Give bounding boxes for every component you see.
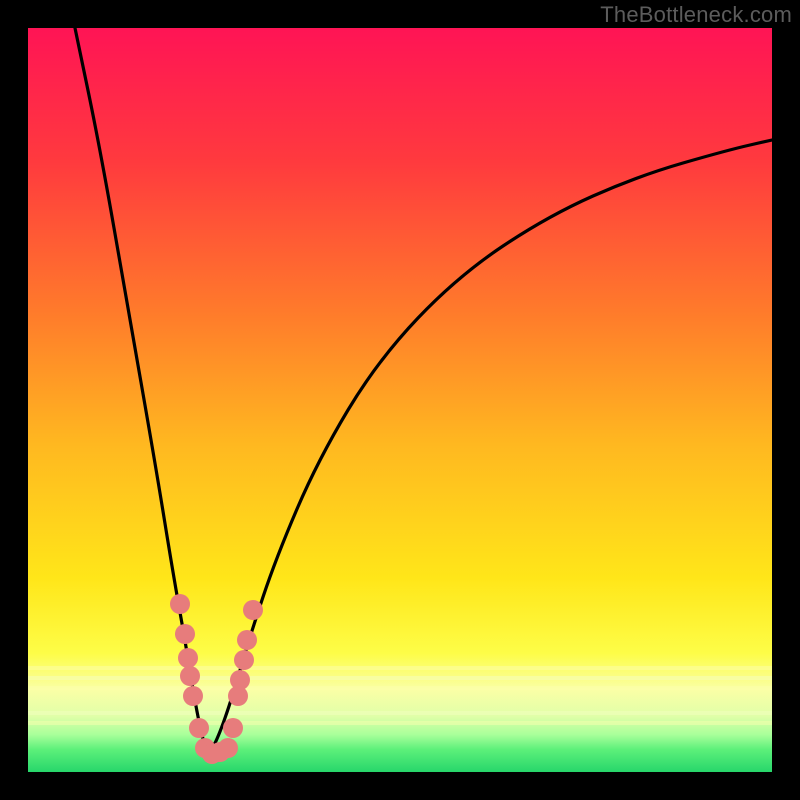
bottleneck-dot [170, 594, 190, 614]
bottleneck-dot [180, 666, 200, 686]
bottleneck-dot [223, 718, 243, 738]
bottleneck-chart-svg [0, 0, 800, 800]
bottleneck-dot [178, 648, 198, 668]
chart-gradient-background [28, 28, 772, 772]
bottleneck-dot [230, 670, 250, 690]
bottleneck-dot [175, 624, 195, 644]
bottleneck-dot [243, 600, 263, 620]
bottleneck-dot [189, 718, 209, 738]
watermark-text: TheBottleneck.com [600, 2, 792, 28]
chart-root: TheBottleneck.com [0, 0, 800, 800]
bottleneck-dot [218, 738, 238, 758]
bottleneck-dot [183, 686, 203, 706]
bottleneck-dot [237, 630, 257, 650]
bottleneck-dot [234, 650, 254, 670]
